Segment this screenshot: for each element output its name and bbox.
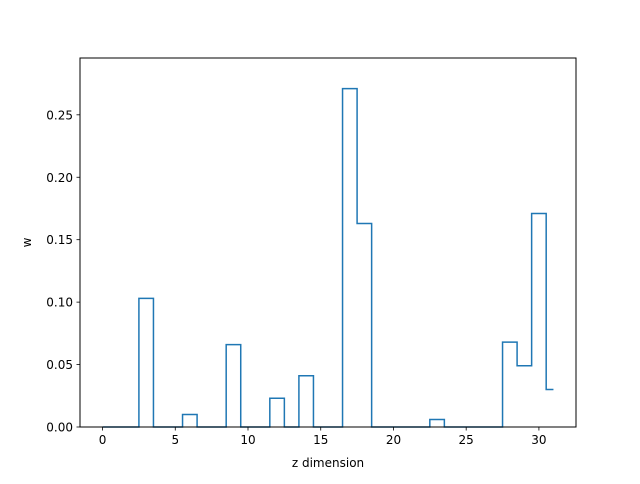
y-tick-label: 0.05 <box>46 358 73 372</box>
y-axis: 0.00 0.05 0.10 0.15 0.20 0.25 <box>46 108 80 435</box>
x-tick-label: 0 <box>99 433 107 447</box>
y-tick-label: 0.25 <box>46 108 73 122</box>
plot-frame <box>79 57 577 428</box>
step-series <box>102 87 554 428</box>
x-tick-label: 10 <box>240 433 255 447</box>
series-line <box>102 87 554 428</box>
y-tick-label: 0.15 <box>46 233 73 247</box>
y-axis-label: w <box>20 237 34 247</box>
x-tick-label: 25 <box>459 433 474 447</box>
x-tick-label: 15 <box>313 433 328 447</box>
x-axis-label: z dimension <box>292 456 364 470</box>
x-tick-label: 5 <box>171 433 179 447</box>
y-tick-label: 0.00 <box>46 421 73 435</box>
y-tick-label: 0.20 <box>46 171 73 185</box>
x-tick-label: 20 <box>386 433 401 447</box>
x-tick-label: 30 <box>531 433 546 447</box>
x-axis: 0 5 10 15 20 25 30 <box>99 427 547 447</box>
y-tick-label: 0.10 <box>46 296 73 310</box>
